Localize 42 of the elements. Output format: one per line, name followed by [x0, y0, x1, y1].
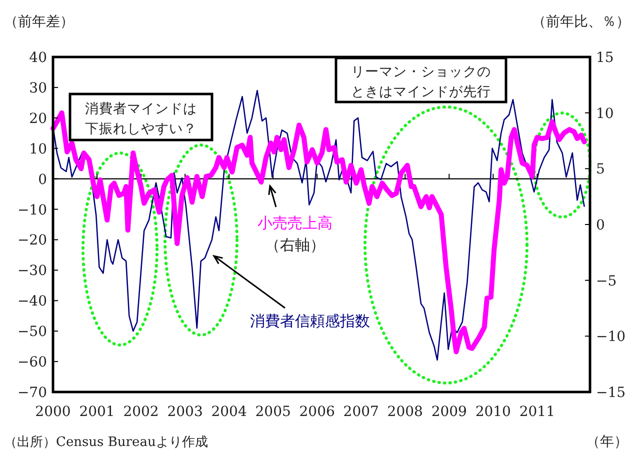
- x-tick-label: 2003: [167, 404, 203, 420]
- x-tick-label: 2010: [475, 404, 511, 420]
- y-tick-label: 30: [29, 80, 47, 96]
- annotation: 下振れしやすい？: [85, 121, 197, 137]
- annotation: 消費者マインドは: [85, 101, 197, 117]
- y-tick-label: 10: [29, 141, 47, 158]
- y-tick-label: −10: [17, 202, 47, 218]
- annotation: リーマン・ショックの: [351, 64, 491, 80]
- x-axis-title: （年）: [586, 434, 628, 450]
- x-tick-label: 2008: [387, 404, 423, 420]
- x-tick-label: 2004: [211, 404, 247, 420]
- text: 消費者信頼感指数: [250, 312, 370, 330]
- y-tick-label: −30: [17, 263, 47, 280]
- text: 小売売上高: [258, 214, 332, 232]
- x-tick-label: 2001: [79, 404, 115, 420]
- y2-tick-label: 10: [596, 106, 614, 122]
- x-tick-label: 2005: [255, 404, 291, 420]
- x-tick-label: 2011: [519, 404, 555, 420]
- x-tick-label: 2009: [431, 404, 467, 420]
- y2-axis-title: （前年比、％）: [532, 14, 630, 30]
- y2-tick-label: −10: [596, 329, 626, 346]
- y-tick-label: −40: [17, 294, 47, 310]
- y-tick-label: 40: [29, 50, 47, 66]
- y-tick-label: 0: [38, 172, 47, 188]
- y-tick-label: −70: [17, 385, 47, 401]
- x-tick-label: 2002: [123, 404, 159, 420]
- y-tick-label: 20: [29, 110, 47, 127]
- y2-tick-label: 0: [596, 218, 605, 234]
- y-axis-title: （前年差）: [4, 14, 74, 30]
- x-tick-label: 2006: [299, 404, 335, 420]
- y2-tick-label: 15: [596, 50, 614, 66]
- y-tick-label: −60: [17, 354, 47, 371]
- y-tick-label: −20: [17, 232, 47, 249]
- annotation: （右軸）: [265, 236, 325, 254]
- text: （出所）Census Bureauより作成: [4, 435, 208, 450]
- y2-tick-label: −15: [596, 385, 626, 401]
- y2-tick-label: −5: [596, 273, 617, 290]
- annotation: ときはマインドが先行: [351, 84, 491, 100]
- x-tick-label: 2007: [343, 404, 379, 420]
- y-tick-label: −50: [17, 324, 47, 340]
- y2-tick-label: 5: [596, 162, 605, 178]
- x-tick-label: 2000: [35, 404, 71, 420]
